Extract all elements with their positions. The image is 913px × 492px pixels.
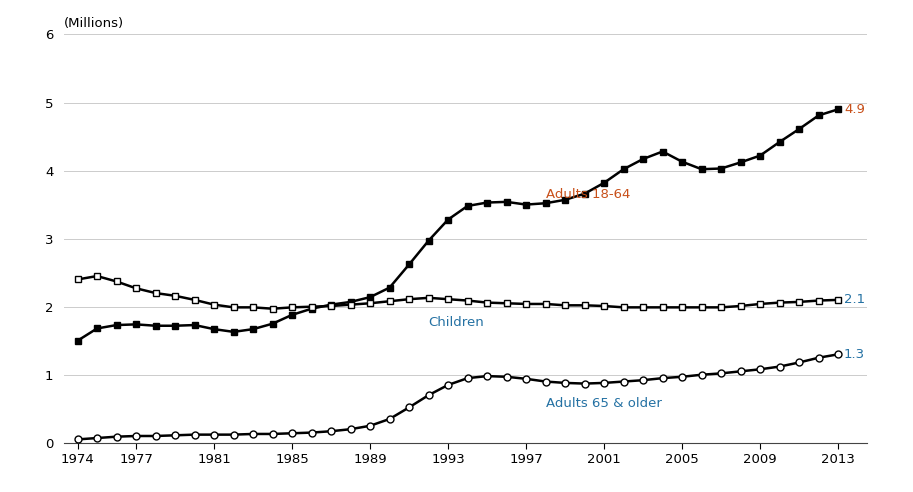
- Text: Adults 18-64: Adults 18-64: [546, 188, 630, 201]
- Text: 2.4: 2.4: [0, 491, 1, 492]
- Text: Adults 65 & older: Adults 65 & older: [546, 397, 661, 409]
- Text: 0.1: 0.1: [0, 491, 1, 492]
- Text: 1.5: 1.5: [0, 491, 1, 492]
- Text: 2.1: 2.1: [844, 293, 866, 307]
- Text: (Millions): (Millions): [64, 17, 124, 31]
- Text: Children: Children: [428, 315, 484, 329]
- Text: 4.9: 4.9: [844, 103, 865, 116]
- Text: 1.3: 1.3: [844, 348, 866, 361]
